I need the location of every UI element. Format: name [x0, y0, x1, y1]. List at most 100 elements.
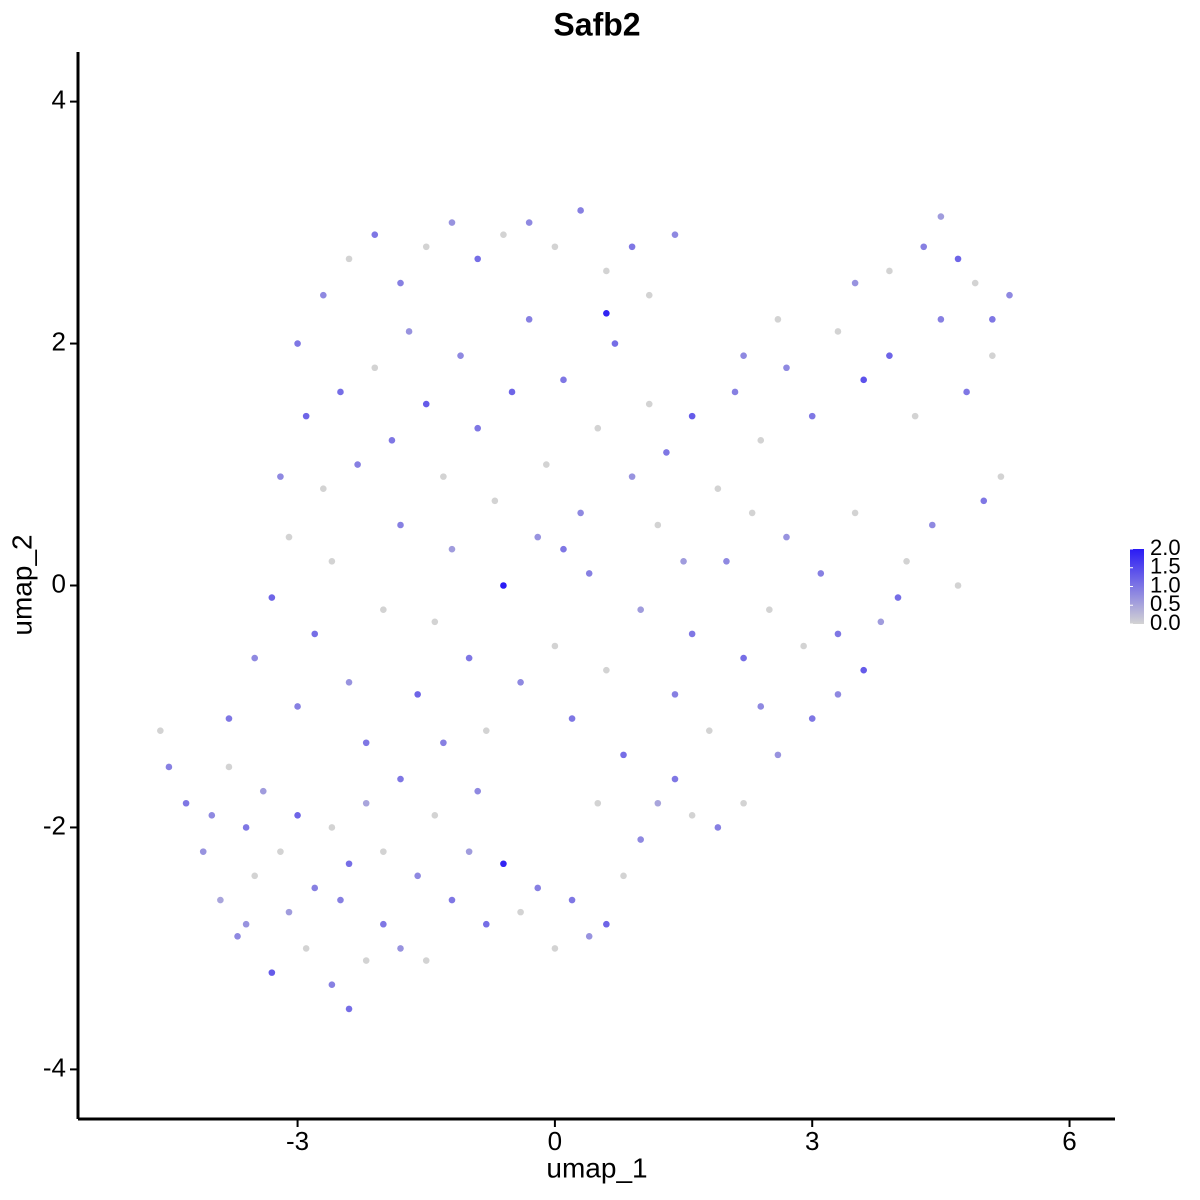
point	[654, 521, 662, 529]
point	[405, 328, 413, 335]
point	[937, 316, 945, 323]
point	[337, 388, 344, 396]
point	[380, 848, 387, 855]
point	[388, 437, 396, 444]
point	[534, 533, 542, 541]
point	[534, 884, 542, 892]
point	[294, 703, 301, 710]
point	[345, 1005, 353, 1013]
point	[705, 727, 713, 734]
point	[302, 945, 310, 952]
point	[259, 787, 267, 795]
point	[242, 920, 250, 928]
colorbar-tick-label: 0.5	[1150, 591, 1181, 616]
point	[757, 437, 765, 444]
point	[285, 908, 293, 916]
point	[834, 691, 842, 698]
point	[774, 316, 782, 323]
point	[560, 376, 567, 384]
point	[199, 848, 207, 855]
point	[431, 618, 439, 626]
point	[954, 582, 962, 589]
point	[688, 630, 696, 638]
point	[465, 848, 473, 855]
point	[766, 606, 773, 613]
point	[937, 213, 945, 220]
point	[397, 521, 404, 529]
point	[294, 812, 301, 819]
point	[671, 775, 679, 783]
point	[783, 533, 790, 541]
point	[594, 424, 602, 432]
point	[345, 255, 353, 263]
point	[474, 424, 482, 432]
y-tick-label: 4	[52, 84, 66, 114]
point	[345, 678, 353, 686]
point	[225, 715, 233, 722]
point	[740, 654, 747, 662]
point	[328, 558, 336, 565]
point	[337, 896, 344, 904]
point	[645, 291, 653, 299]
point	[740, 352, 747, 359]
colorbar-tick-label: 0.0	[1150, 610, 1181, 635]
point	[688, 812, 696, 819]
point	[311, 884, 319, 892]
y-tick-label: 0	[52, 568, 66, 598]
colorbar-tick-label: 2.0	[1150, 535, 1181, 560]
x-axis-title: umap_1	[546, 1152, 647, 1183]
point	[560, 545, 567, 553]
point	[208, 812, 216, 819]
point	[834, 630, 842, 638]
point	[834, 328, 842, 335]
point	[320, 291, 327, 299]
point	[422, 243, 430, 251]
point	[551, 945, 559, 952]
point	[860, 376, 867, 384]
point	[268, 594, 276, 601]
colorbar-tick-label: 1.0	[1150, 572, 1181, 597]
point	[440, 473, 447, 480]
point	[714, 485, 722, 493]
point	[723, 558, 730, 565]
point	[277, 848, 284, 855]
point	[929, 521, 936, 529]
point	[328, 824, 336, 831]
point	[448, 545, 456, 553]
point	[302, 412, 310, 420]
point	[422, 400, 430, 408]
point	[748, 509, 756, 517]
point	[851, 509, 859, 517]
y-axis-title: umap_2	[6, 534, 37, 635]
point	[354, 461, 361, 468]
y-tick-label: -2	[43, 810, 66, 840]
point	[234, 933, 241, 940]
point	[414, 691, 421, 698]
point	[474, 255, 482, 263]
point	[860, 666, 867, 674]
point	[448, 219, 456, 226]
point	[963, 388, 970, 396]
point	[517, 678, 524, 686]
point	[431, 812, 439, 819]
colorbar	[1130, 549, 1144, 624]
point	[911, 412, 919, 420]
y-tick-label: -4	[43, 1052, 66, 1082]
point	[980, 497, 988, 505]
point	[877, 618, 885, 626]
point	[971, 279, 979, 287]
point	[997, 473, 1005, 480]
point	[500, 231, 507, 238]
point	[603, 310, 610, 317]
point	[500, 860, 507, 868]
colorbar-tick-label: 1.5	[1150, 554, 1181, 579]
point	[320, 485, 327, 493]
point	[637, 606, 644, 613]
point	[903, 558, 910, 565]
point	[603, 267, 610, 275]
point	[620, 751, 627, 759]
point	[277, 473, 284, 480]
point	[371, 364, 379, 372]
point	[525, 219, 533, 226]
